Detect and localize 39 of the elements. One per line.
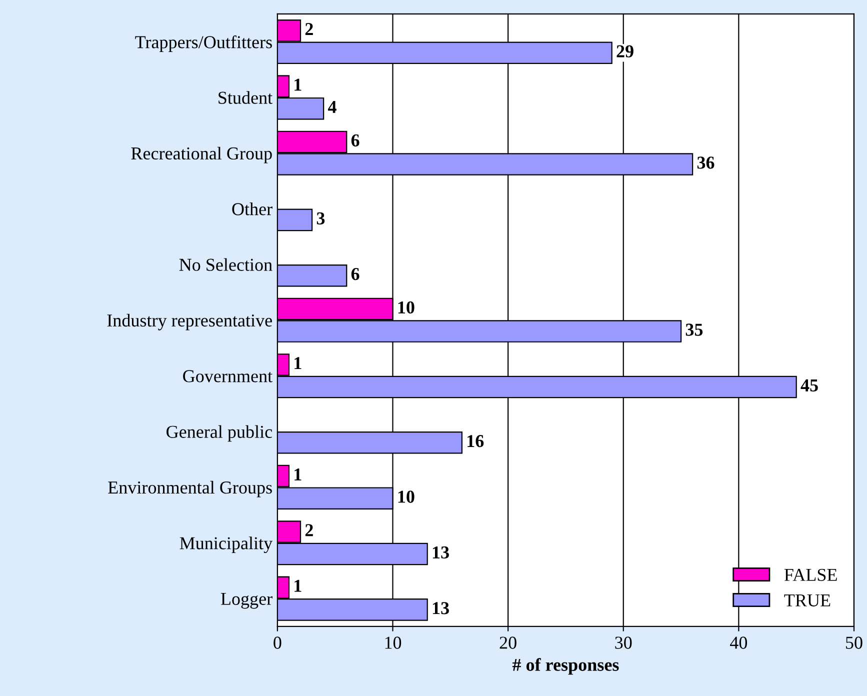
data-label: 45 [800,379,818,392]
data-label: 2 [305,524,313,536]
x-tick-label: 40 [730,636,748,649]
y-tick-label: Recreational Group [131,146,272,164]
data-label: 29 [616,45,634,58]
y-tick-label: Government [183,370,272,382]
legend-label: TRUE [784,594,830,606]
data-label: 1 [294,78,302,91]
data-label: 10 [398,301,414,314]
data-label: 35 [686,324,703,336]
data-label: 4 [328,101,336,113]
data-label: 16 [468,435,484,448]
y-tick-label: Municipality [180,536,273,554]
data-label: 13 [432,602,449,614]
y-tick-label: Trappers/Outfitters [135,35,272,52]
data-label: 36 [697,156,714,169]
data-label: 2 [305,23,313,35]
data-label: 6 [351,268,360,280]
x-tick-label: 50 [846,636,862,649]
x-tick-label: 30 [615,636,632,649]
y-tick-label: No Selection [179,258,272,271]
legend-label: FALSE [784,568,837,581]
data-label: 6 [351,134,360,147]
y-tick-label: Logger [220,592,272,609]
data-label: 13 [432,546,449,559]
x-tick-label: 10 [385,636,402,649]
data-label: 1 [294,468,302,480]
data-label: 10 [398,490,414,503]
y-tick-label: Other [232,202,272,216]
x-tick-label: 0 [274,636,282,649]
y-tick-label: Industry representative [107,314,272,330]
data-label: 1 [294,357,302,370]
y-tick-label: General public [166,425,272,442]
y-tick-label: Environmental Groups [108,480,272,498]
data-label: 1 [294,580,302,592]
y-tick-label: Student [218,91,272,104]
x-tick-label: 20 [500,636,516,649]
x-axis-title: # of responses [512,658,619,675]
data-label: 3 [316,212,325,224]
